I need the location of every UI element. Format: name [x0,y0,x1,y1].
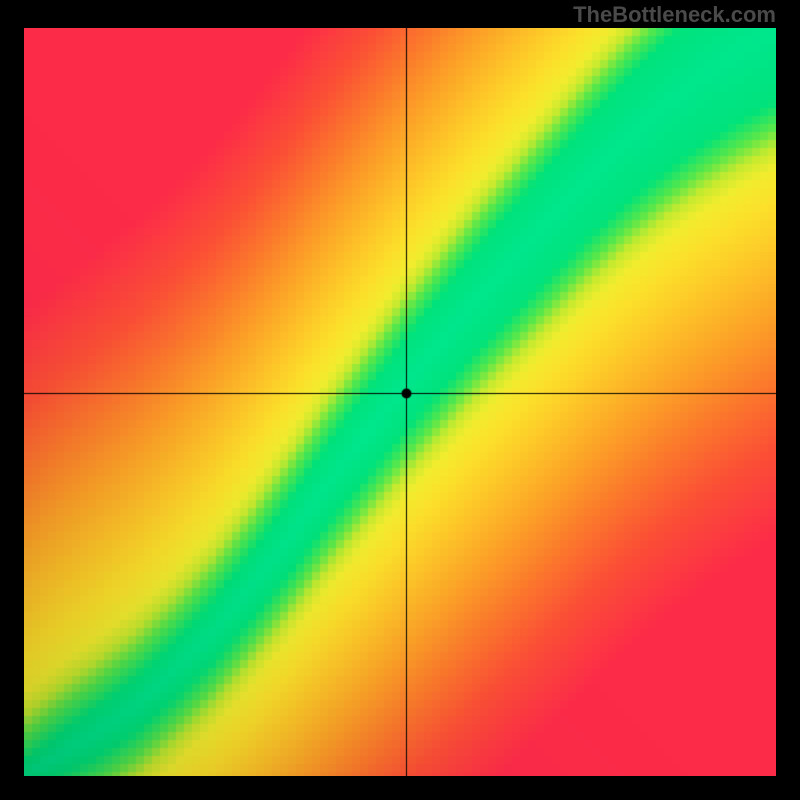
attribution-text: TheBottleneck.com [573,2,776,28]
chart-container: TheBottleneck.com [0,0,800,800]
bottleneck-heatmap [24,28,776,776]
